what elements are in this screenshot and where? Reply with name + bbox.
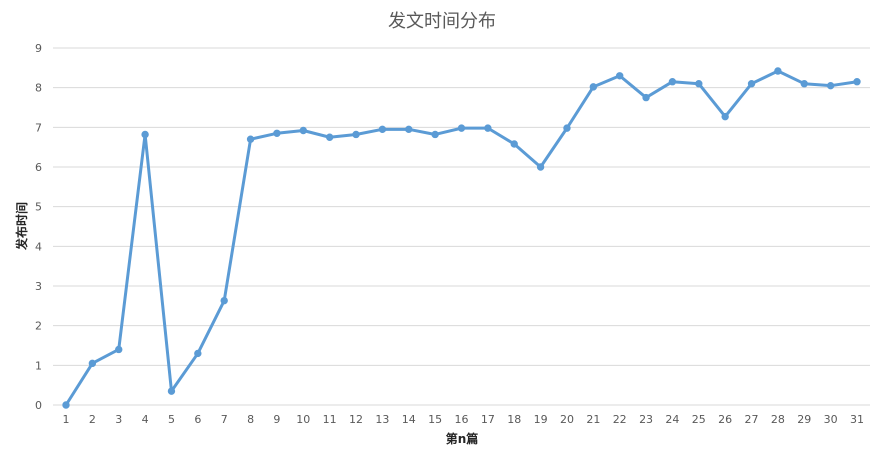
x-tick-label: 25 [692, 413, 706, 426]
y-tick-label: 0 [35, 399, 42, 412]
x-tick-label: 26 [718, 413, 732, 426]
data-point [642, 93, 650, 102]
data-point [405, 125, 413, 134]
y-tick-label: 6 [35, 161, 42, 174]
x-tick-label: 8 [247, 413, 254, 426]
x-tick-label: 1 [63, 413, 70, 426]
data-point [721, 112, 729, 121]
x-tick-label: 3 [115, 413, 122, 426]
data-point [589, 83, 598, 91]
data-point [115, 345, 123, 354]
x-tick-label: 19 [534, 413, 548, 426]
y-tick-label: 1 [35, 359, 42, 372]
data-point [62, 401, 70, 409]
x-tick-label: 5 [168, 413, 175, 426]
x-tick-label: 4 [142, 413, 149, 426]
data-point [352, 130, 360, 139]
data-point [510, 140, 518, 148]
gridlines [53, 47, 870, 406]
x-tick-label: 31 [850, 413, 864, 426]
x-tick-label: 12 [349, 413, 363, 426]
data-point [457, 124, 466, 132]
x-tick-label: 30 [824, 413, 838, 426]
data-point [194, 349, 202, 358]
data-point [536, 163, 545, 171]
y-tick-label: 3 [35, 280, 42, 293]
data-point [853, 78, 861, 86]
series-layer [62, 67, 861, 409]
data-point [273, 129, 281, 137]
x-tick-label: 20 [560, 413, 574, 426]
data-point [431, 130, 439, 139]
data-point [668, 78, 677, 86]
data-point [220, 296, 228, 305]
x-axis-title: 第n篇 [446, 431, 479, 446]
x-tick-label: 16 [455, 413, 469, 426]
x-tick-label: 14 [402, 413, 416, 426]
data-point [167, 387, 176, 395]
data-point [747, 80, 756, 88]
x-tick-label: 24 [665, 413, 679, 426]
x-axis-ticks: 1 2 3 4 5 6 7 8 9 10 11 12 13 14 15 16 17 18 19 20 21 22 23 24 2… [63, 413, 865, 426]
x-tick-label: 11 [323, 413, 337, 426]
x-tick-label: 28 [771, 413, 785, 426]
data-point [563, 124, 571, 132]
data-point [325, 133, 334, 141]
data-point [299, 126, 307, 135]
x-tick-label: 6 [194, 413, 201, 426]
series-line [64, 69, 859, 407]
x-tick-label: 7 [221, 413, 228, 426]
x-tick-label: 13 [375, 413, 389, 426]
x-tick-label: 22 [613, 413, 627, 426]
data-point [378, 125, 387, 134]
y-tick-label: 2 [35, 320, 42, 333]
y-tick-label: 7 [35, 121, 42, 134]
data-point [616, 72, 624, 80]
chart-title: 发文时间分布 [388, 11, 496, 32]
y-tick-label: 8 [35, 82, 42, 95]
data-point [826, 81, 835, 90]
data-point [141, 130, 149, 139]
x-tick-label: 10 [296, 413, 310, 426]
x-tick-label: 23 [639, 413, 653, 426]
x-tick-label: 2 [89, 413, 96, 426]
x-tick-label: 27 [745, 413, 759, 426]
data-point [774, 67, 782, 75]
data-point [484, 124, 492, 132]
data-point [88, 359, 97, 368]
y-axis-title: 发布时间 [14, 202, 29, 251]
x-tick-label: 21 [586, 413, 600, 426]
y-tick-label: 4 [35, 240, 42, 253]
y-axis-ticks: 0 1 2 3 4 5 6 7 8 9 [35, 42, 42, 412]
y-tick-label: 5 [35, 201, 42, 214]
y-tick-label: 9 [35, 42, 42, 55]
x-tick-label: 9 [273, 413, 280, 426]
data-point [800, 80, 808, 88]
x-tick-label: 15 [428, 413, 442, 426]
x-tick-label: 18 [507, 413, 521, 426]
x-tick-label: 29 [797, 413, 811, 426]
data-point [246, 135, 255, 143]
data-point [695, 80, 703, 88]
x-tick-label: 17 [481, 413, 495, 426]
